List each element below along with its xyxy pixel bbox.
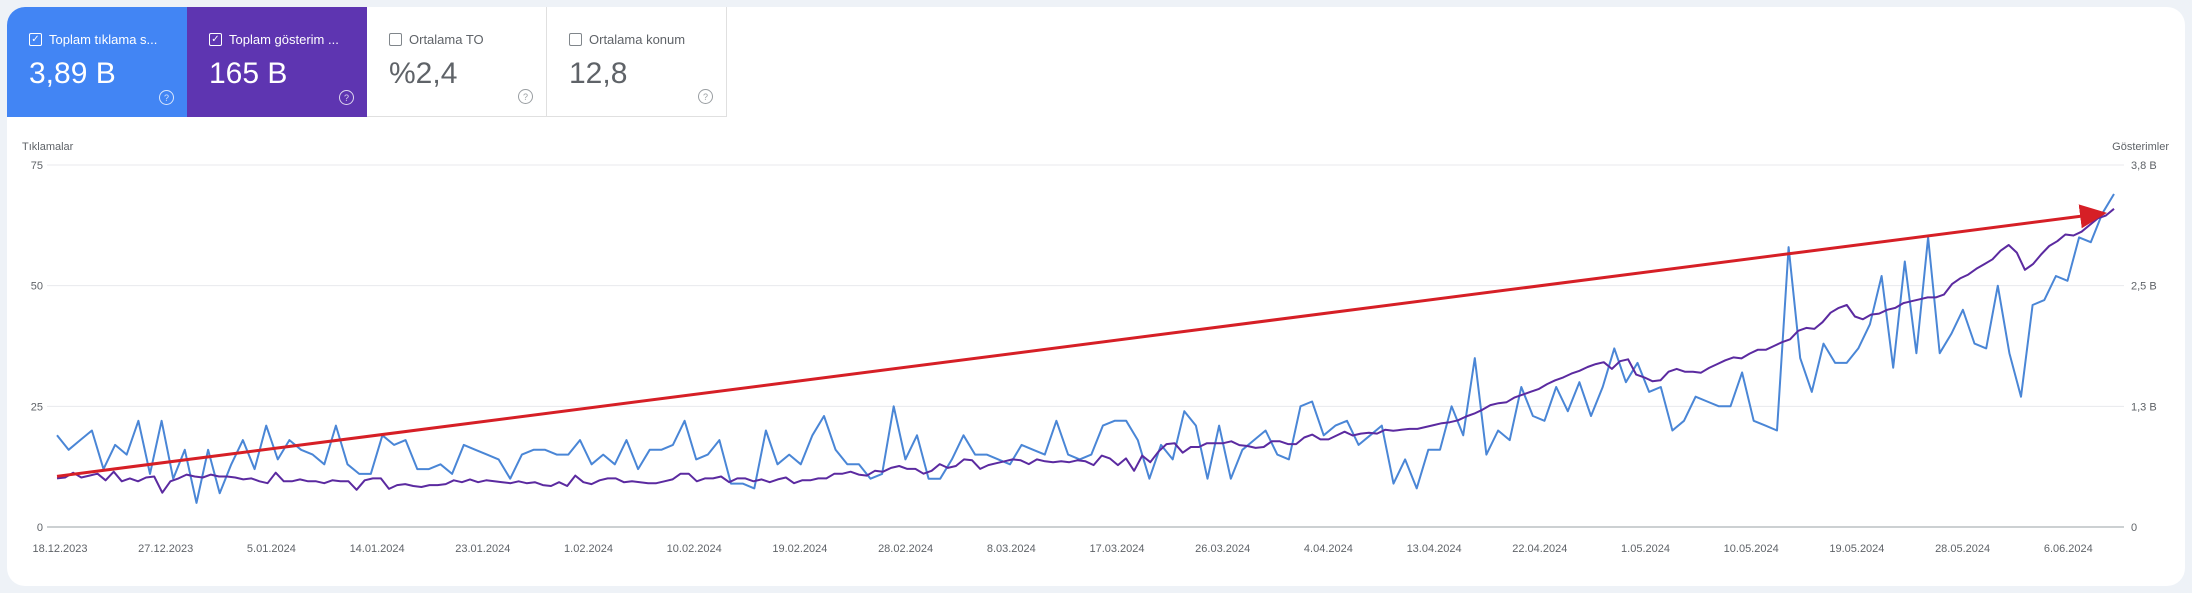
metric-label: Toplam gösterim ... xyxy=(229,32,339,47)
help-icon[interactable]: ? xyxy=(698,89,713,104)
x-tick-label: 13.04.2024 xyxy=(1407,543,1462,555)
metric-label: Toplam tıklama s... xyxy=(49,32,158,47)
x-tick-label: 27.12.2023 xyxy=(138,543,193,555)
x-tick-label: 4.04.2024 xyxy=(1304,543,1353,555)
x-tick-label: 23.01.2024 xyxy=(455,543,510,555)
metric-card-position[interactable]: Ortalama konum 12,8 ? xyxy=(547,7,727,117)
x-tick-label: 8.03.2024 xyxy=(987,543,1036,555)
x-tick-label: 28.05.2024 xyxy=(1935,543,1990,555)
metric-card-header: ✓ Toplam gösterim ... xyxy=(209,32,339,47)
x-tick-label: 22.04.2024 xyxy=(1512,543,1567,555)
y-tick-right: 3,8 B xyxy=(2131,160,2157,172)
checkbox-checked-icon[interactable]: ✓ xyxy=(29,33,42,46)
metric-value: 12,8 xyxy=(569,57,628,90)
x-tick-label: 19.02.2024 xyxy=(772,543,827,555)
left-axis-title: Tıklamalar xyxy=(22,141,74,153)
checkbox-unchecked-icon[interactable] xyxy=(389,33,402,46)
performance-panel: ✓ Toplam tıklama s... 3,89 B ? ✓ Toplam … xyxy=(7,7,2185,586)
help-icon[interactable]: ? xyxy=(339,90,354,105)
x-tick-label: 5.01.2024 xyxy=(247,543,296,555)
clicks-series-line xyxy=(56,193,2115,504)
metric-card-header: ✓ Toplam tıklama s... xyxy=(29,32,157,47)
y-tick-right: 0 xyxy=(2131,522,2137,534)
help-icon[interactable]: ? xyxy=(518,89,533,104)
impressions-series-line xyxy=(56,208,2115,494)
metric-card-header: Ortalama TO xyxy=(389,32,484,47)
checkbox-unchecked-icon[interactable] xyxy=(569,33,582,46)
metric-label: Ortalama konum xyxy=(589,32,686,47)
metric-card-clicks[interactable]: ✓ Toplam tıklama s... 3,89 B ? xyxy=(7,7,187,117)
x-tick-label: 18.12.2023 xyxy=(32,543,87,555)
metric-cards: ✓ Toplam tıklama s... 3,89 B ? ✓ Toplam … xyxy=(7,7,727,117)
x-tick-label: 17.03.2024 xyxy=(1089,543,1144,555)
x-tick-label: 28.02.2024 xyxy=(878,543,933,555)
performance-chart[interactable]: 0 0 25 1,3 B 50 2,5 B 75 3,8 B 18.12.2023 27.12.2… xyxy=(7,7,2185,586)
metric-label: Ortalama TO xyxy=(409,32,484,47)
right-axis-title: Gösterimler xyxy=(2112,141,2169,153)
metric-value: 3,89 B xyxy=(29,57,116,90)
metric-value: %2,4 xyxy=(389,57,458,90)
x-tick-label: 19.05.2024 xyxy=(1829,543,1884,555)
x-tick-label: 14.01.2024 xyxy=(350,543,405,555)
trend-arrow xyxy=(56,204,2107,478)
y-tick-left: 25 xyxy=(31,401,43,413)
x-tick-label: 10.02.2024 xyxy=(667,543,722,555)
y-tick-right: 1,3 B xyxy=(2131,401,2157,413)
metric-card-header: Ortalama konum xyxy=(569,32,685,47)
x-tick-label: 1.05.2024 xyxy=(1621,543,1670,555)
metric-card-impressions[interactable]: ✓ Toplam gösterim ... 165 B ? xyxy=(187,7,367,117)
y-tick-left: 0 xyxy=(37,522,43,534)
x-tick-label: 10.05.2024 xyxy=(1724,543,1779,555)
x-tick-label: 1.02.2024 xyxy=(564,543,613,555)
y-tick-right: 2,5 B xyxy=(2131,281,2157,293)
metric-value: 165 B xyxy=(209,57,288,90)
checkbox-checked-icon[interactable]: ✓ xyxy=(209,33,222,46)
x-tick-label: 26.03.2024 xyxy=(1195,543,1250,555)
y-tick-left: 50 xyxy=(31,281,43,293)
x-tick-label: 6.06.2024 xyxy=(2044,543,2093,555)
help-icon[interactable]: ? xyxy=(159,90,174,105)
metric-card-ctr[interactable]: Ortalama TO %2,4 ? xyxy=(367,7,547,117)
y-tick-left: 75 xyxy=(31,160,43,172)
